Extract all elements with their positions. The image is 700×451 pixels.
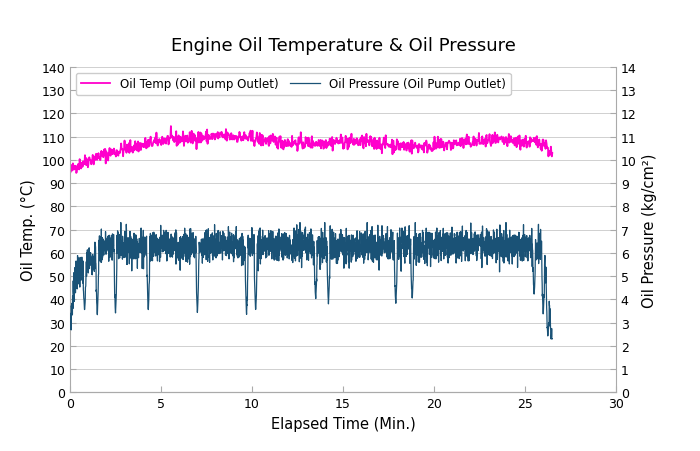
- Y-axis label: Oil Temp. (°C): Oil Temp. (°C): [21, 179, 36, 281]
- Line: Oil Temp (Oil pump Outlet): Oil Temp (Oil pump Outlet): [70, 127, 552, 174]
- Oil Temp (Oil pump Outlet): [167, 124, 175, 129]
- Oil Temp (Oil pump Outlet): [452, 142, 460, 147]
- Oil Pressure (Oil Pump Outlet): [547, 336, 555, 342]
- Oil Temp (Oil pump Outlet): [66, 170, 74, 175]
- Oil Pressure (Oil Pump Outlet): [272, 234, 280, 239]
- Oil Temp (Oil pump Outlet): [72, 171, 80, 176]
- Oil Pressure (Oil Pump Outlet): [548, 336, 556, 342]
- Oil Pressure (Oil Pump Outlet): [251, 295, 259, 301]
- Oil Pressure (Oil Pump Outlet): [539, 307, 547, 312]
- Oil Temp (Oil pump Outlet): [443, 147, 452, 153]
- Oil Temp (Oil pump Outlet): [548, 151, 556, 156]
- Oil Pressure (Oil Pump Outlet): [117, 221, 125, 226]
- Legend: Oil Temp (Oil pump Outlet), Oil Pressure (Oil Pump Outlet): Oil Temp (Oil pump Outlet), Oil Pressure…: [76, 74, 510, 96]
- Oil Pressure (Oil Pump Outlet): [150, 230, 158, 235]
- Oil Temp (Oil pump Outlet): [262, 142, 270, 147]
- Oil Temp (Oil pump Outlet): [116, 151, 124, 156]
- Line: Oil Pressure (Oil Pump Outlet): Oil Pressure (Oil Pump Outlet): [70, 223, 552, 339]
- X-axis label: Elapsed Time (Min.): Elapsed Time (Min.): [271, 416, 415, 431]
- Oil Pressure (Oil Pump Outlet): [66, 311, 74, 317]
- Title: Engine Oil Temperature & Oil Pressure: Engine Oil Temperature & Oil Pressure: [171, 37, 515, 55]
- Oil Pressure (Oil Pump Outlet): [486, 234, 495, 239]
- Oil Temp (Oil pump Outlet): [398, 141, 407, 147]
- Oil Pressure (Oil Pump Outlet): [121, 249, 130, 254]
- Oil Temp (Oil pump Outlet): [279, 147, 288, 153]
- Y-axis label: Oil Pressure (kg/cm²): Oil Pressure (kg/cm²): [643, 153, 657, 307]
